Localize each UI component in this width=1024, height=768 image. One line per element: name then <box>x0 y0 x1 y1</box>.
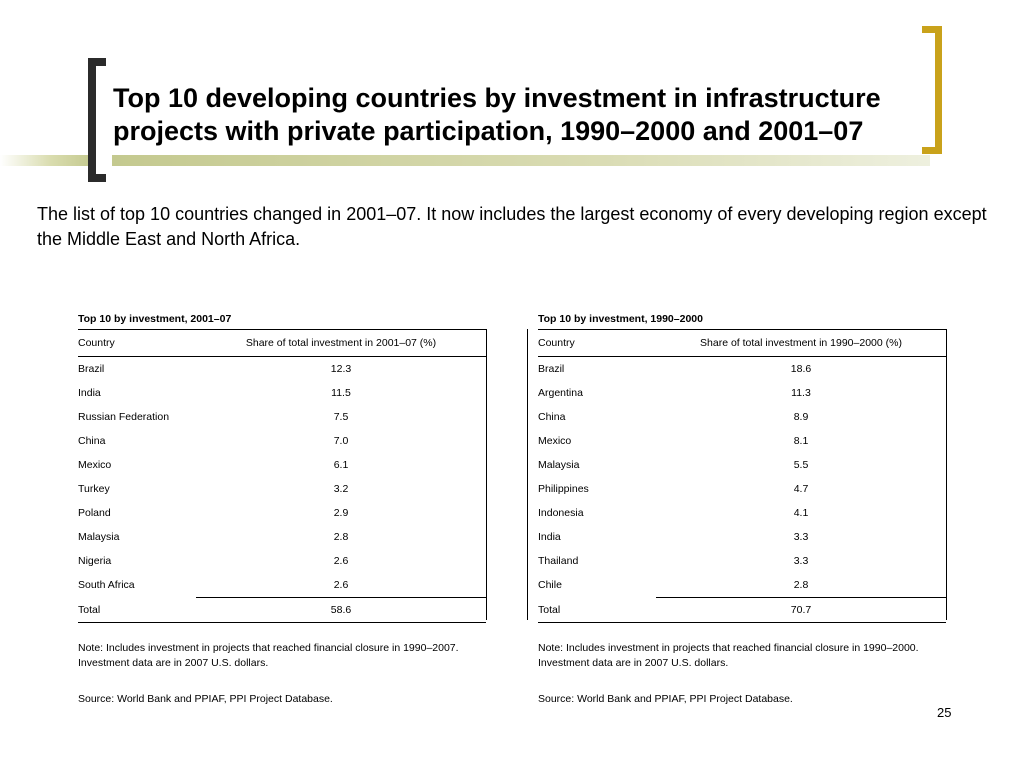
table-row: Poland 2.9 <box>78 501 486 525</box>
table-body: Brazil 12.3 India 11.5 Russian Federation 7.5… <box>78 357 486 623</box>
table-note: Note: Includes investment in projects th… <box>538 642 919 669</box>
table-source: Source: World Bank and PPIAF, PPI Projec… <box>78 693 333 705</box>
table-row: Mexico 6.1 <box>78 453 486 477</box>
share-cell: 2.8 <box>333 531 349 543</box>
share-cell: 7.5 <box>333 411 349 423</box>
total-value-cell: 58.6 <box>196 597 486 623</box>
share-cell: 3.2 <box>333 483 349 495</box>
column-header-country: Country <box>78 337 115 349</box>
table-source: Source: World Bank and PPIAF, PPI Projec… <box>538 693 793 705</box>
table-row: China 7.0 <box>78 429 486 453</box>
table-row: Nigeria 2.6 <box>78 549 486 573</box>
share-cell: 4.1 <box>793 507 809 519</box>
country-cell: India <box>78 387 101 399</box>
column-header-country: Country <box>538 337 575 349</box>
share-cell: 11.5 <box>331 387 351 399</box>
table-frame-right-edge <box>946 329 947 620</box>
table-row: Indonesia 4.1 <box>538 501 946 525</box>
country-cell: Argentina <box>538 387 583 399</box>
table-row: Malaysia 5.5 <box>538 453 946 477</box>
table-row: Mexico 8.1 <box>538 429 946 453</box>
left-bracket-decoration <box>88 58 106 182</box>
table-body: Brazil 18.6 Argentina 11.3 China 8.9 Mexico 8.1… <box>538 357 946 623</box>
investment-table-2001-07: Country Share of total investment in 200… <box>78 329 486 623</box>
table-row: China 8.9 <box>538 405 946 429</box>
table-row: India 3.3 <box>538 525 946 549</box>
country-cell: Malaysia <box>538 459 580 471</box>
table-row: Argentina 11.3 <box>538 381 946 405</box>
share-cell: 2.8 <box>793 579 809 591</box>
country-cell: Thailand <box>538 555 579 567</box>
share-cell: 2.9 <box>333 507 349 519</box>
country-cell: Russian Federation <box>78 411 170 423</box>
table-row: Chile 2.8 <box>538 573 946 598</box>
total-label-cell: Total <box>538 597 656 623</box>
table-header-row: Country Share of total investment in 199… <box>538 329 946 357</box>
table-row: South Africa 2.6 <box>78 573 486 598</box>
country-cell: South Africa <box>78 579 135 592</box>
share-cell: 2.6 <box>333 579 349 591</box>
table-row: Philippines 4.7 <box>538 477 946 501</box>
right-bracket-decoration <box>922 26 942 154</box>
country-cell: Mexico <box>78 459 112 471</box>
total-row: Total 58.6 <box>78 597 486 623</box>
country-cell: Turkey <box>78 483 110 495</box>
table-row: Brazil 12.3 <box>78 357 486 382</box>
table-block-1990-2000: Top 10 by investment, 1990–2000 Country … <box>538 310 946 705</box>
country-cell: Mexico <box>538 435 572 447</box>
table-row: Thailand 3.3 <box>538 549 946 573</box>
country-cell: China <box>538 411 566 423</box>
share-cell: 12.3 <box>330 363 352 375</box>
share-cell: 3.3 <box>793 531 809 543</box>
country-cell: Brazil <box>538 363 565 375</box>
investment-table-1990-2000: Country Share of total investment in 199… <box>538 329 946 623</box>
slide-title: Top 10 developing countries by investmen… <box>113 83 881 146</box>
total-row: Total 70.7 <box>538 597 946 623</box>
share-cell: 8.1 <box>793 435 809 447</box>
country-cell: Philippines <box>538 483 589 495</box>
title-band-right <box>112 155 930 166</box>
share-cell: 8.9 <box>793 411 809 423</box>
page-number: 25 <box>937 705 952 720</box>
country-cell: Poland <box>78 507 111 519</box>
table-note: Note: Includes investment in projects th… <box>78 642 459 669</box>
table-row: Turkey 3.2 <box>78 477 486 501</box>
share-cell: 4.7 <box>793 483 809 495</box>
table-frame-left-edge <box>527 329 528 620</box>
table-row: Russian Federation 7.5 <box>78 405 486 429</box>
country-cell: Brazil <box>78 363 105 375</box>
table-title: Top 10 by investment, 2001–07 <box>78 313 232 325</box>
total-value-cell: 70.7 <box>656 597 946 623</box>
column-header-share: Share of total investment in 1990–2000 (… <box>700 337 902 349</box>
share-cell: 2.6 <box>333 555 349 567</box>
total-label-cell: Total <box>78 597 196 623</box>
column-header-share: Share of total investment in 2001–07 (%) <box>245 337 437 349</box>
share-cell: 7.0 <box>333 435 349 447</box>
share-cell: 18.6 <box>790 363 812 375</box>
country-cell: India <box>538 531 561 543</box>
table-frame-right-edge <box>486 329 487 620</box>
table-row: Malaysia 2.8 <box>78 525 486 549</box>
title-band-left <box>0 155 93 166</box>
share-cell: 3.3 <box>793 555 809 567</box>
country-cell: Indonesia <box>538 507 584 519</box>
table-block-2001-07: Top 10 by investment, 2001–07 Country Sh… <box>78 310 486 705</box>
table-row: India 11.5 <box>78 381 486 405</box>
country-cell: Malaysia <box>78 531 120 543</box>
table-header-row: Country Share of total investment in 200… <box>78 329 486 357</box>
slide-subtitle: The list of top 10 countries changed in … <box>37 204 987 249</box>
country-cell: China <box>78 435 106 447</box>
share-cell: 6.1 <box>333 459 349 471</box>
table-row: Brazil 18.6 <box>538 357 946 382</box>
table-title: Top 10 by investment, 1990–2000 <box>538 313 703 325</box>
share-cell: 11.3 <box>791 387 811 399</box>
share-cell: 5.5 <box>793 459 809 471</box>
country-cell: Nigeria <box>78 555 112 567</box>
country-cell: Chile <box>538 579 562 592</box>
